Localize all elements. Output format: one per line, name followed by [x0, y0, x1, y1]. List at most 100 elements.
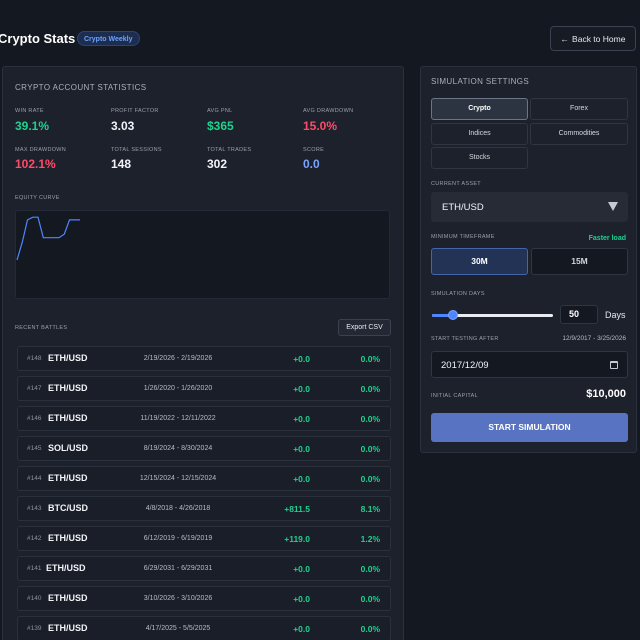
equity-curve-svg — [16, 216, 80, 261]
battle-pnl: +811.5 — [284, 504, 310, 514]
battle-row[interactable]: #140 ETH/USD 3/10/2026 - 3/10/2026 +0.0 … — [17, 586, 391, 611]
battle-pnl: +0.0 — [293, 594, 310, 604]
chevron-down-icon — [608, 202, 618, 211]
battle-row[interactable]: #141 ETH/USD 6/29/2031 - 6/29/2031 +0.0 … — [17, 556, 391, 581]
battle-return: 8.1% — [360, 504, 380, 514]
battle-dates: 4/17/2025 - 5/5/2025 — [145, 625, 211, 632]
stat-value-score: 0.0 — [303, 157, 320, 171]
simulation-settings-panel: SIMULATION SETTINGS Crypto Forex Indices… — [420, 66, 637, 453]
battle-asset: ETH/USD — [46, 563, 86, 573]
battle-dates: 2/19/2026 - 2/19/2026 — [143, 355, 213, 362]
tab-commodities[interactable]: Commodities — [530, 123, 628, 145]
back-button-label: Back to Home — [572, 33, 626, 44]
battle-pnl: +119.0 — [284, 534, 310, 544]
battle-return: 0.0% — [360, 444, 380, 454]
battle-id: #139 — [27, 625, 42, 632]
calendar-icon[interactable] — [610, 361, 618, 369]
current-asset-label: CURRENT ASSET — [431, 181, 481, 187]
timeframe-15m-button[interactable]: 15M — [531, 248, 628, 275]
back-to-home-button[interactable]: ← Back to Home — [550, 26, 636, 51]
stat-label-avg-pnl: AVG PNL — [207, 108, 233, 114]
timeframe-30m-button[interactable]: 30M — [431, 248, 528, 275]
battle-asset: ETH/USD — [48, 473, 88, 483]
battle-return: 0.0% — [360, 414, 380, 424]
stat-label-score: SCORE — [303, 147, 325, 153]
battle-asset: ETH/USD — [48, 413, 88, 423]
asset-select[interactable]: ETH/USD — [431, 192, 628, 222]
battle-id: #144 — [27, 475, 42, 482]
battle-asset: BTC/USD — [48, 503, 88, 513]
tab-forex[interactable]: Forex — [530, 98, 628, 120]
days-slider-thumb[interactable] — [447, 310, 458, 320]
stat-label-win-rate: WIN RATE — [15, 108, 44, 114]
stat-value-avg-drawdown: 15.0% — [303, 119, 338, 133]
page-title: Crypto Stats — [0, 31, 76, 46]
start-simulation-button[interactable]: START SIMULATION — [431, 413, 628, 442]
battle-id: #141 — [27, 565, 42, 572]
battle-dates: 1/26/2020 - 1/26/2020 — [143, 385, 213, 392]
battle-row[interactable]: #144 ETH/USD 12/15/2024 - 12/15/2024 +0.… — [17, 466, 391, 491]
battle-row[interactable]: #139 ETH/USD 4/17/2025 - 5/5/2025 +0.0 0… — [17, 616, 391, 640]
initial-capital-value: $10,000 — [586, 388, 626, 400]
battle-pnl: +0.0 — [293, 444, 310, 454]
battle-asset: ETH/USD — [48, 533, 88, 543]
days-unit-label: Days — [605, 310, 626, 320]
days-slider-fill — [432, 314, 453, 317]
mode-badge: Crypto Weekly — [77, 31, 140, 46]
equity-curve-chart — [15, 210, 390, 299]
tab-stocks[interactable]: Stocks — [431, 147, 528, 169]
days-slider-track[interactable] — [432, 314, 553, 317]
page-header: Crypto Stats Crypto Weekly ← Back to Hom… — [0, 0, 640, 66]
faster-load-hint: Faster load — [588, 235, 626, 242]
battle-row[interactable]: #148 ETH/USD 2/19/2026 - 2/19/2026 +0.0 … — [17, 346, 391, 371]
account-statistics-panel: CRYPTO ACCOUNT STATISTICS WIN RATE 39.1%… — [2, 66, 404, 640]
available-date-range: 12/9/2017 - 3/25/2026 — [562, 335, 626, 342]
battle-row[interactable]: #145 SOL/USD 8/19/2024 - 8/30/2024 +0.0 … — [17, 436, 391, 461]
tab-indices[interactable]: Indices — [431, 123, 528, 145]
battle-asset: ETH/USD — [48, 353, 88, 363]
stat-label-total-sessions: TOTAL SESSIONS — [111, 147, 162, 153]
arrow-left-icon: ← — [560, 33, 570, 44]
battle-dates: 3/10/2026 - 3/10/2026 — [143, 595, 213, 602]
minimum-timeframe-label: MINIMUM TIMEFRAME — [431, 234, 495, 240]
battle-id: #148 — [27, 355, 42, 362]
export-csv-button[interactable]: Export CSV — [338, 319, 391, 336]
tab-crypto[interactable]: Crypto — [431, 98, 528, 120]
battle-asset: SOL/USD — [48, 443, 89, 453]
initial-capital-label: INITIAL CAPITAL — [431, 393, 478, 399]
start-date-input[interactable]: 2017/12/09 — [431, 351, 628, 378]
stat-value-total-sessions: 148 — [111, 157, 132, 171]
stat-label-total-trades: TOTAL TRADES — [207, 147, 252, 153]
battle-pnl: +0.0 — [293, 564, 310, 574]
battle-return: 0.0% — [360, 354, 380, 364]
battle-return: 0.0% — [360, 474, 380, 484]
simulation-days-label: SIMULATION DAYS — [431, 291, 485, 297]
equity-curve-line — [16, 216, 80, 261]
battle-row[interactable]: #143 BTC/USD 4/8/2018 - 4/26/2018 +811.5… — [17, 496, 391, 521]
battle-pnl: +0.0 — [293, 624, 310, 634]
battle-row[interactable]: #147 ETH/USD 1/26/2020 - 1/26/2020 +0.0 … — [17, 376, 391, 401]
battle-return: 1.2% — [360, 534, 380, 544]
battle-row[interactable]: #142 ETH/USD 6/12/2019 - 6/19/2019 +119.… — [17, 526, 391, 551]
battle-id: #147 — [27, 385, 42, 392]
stat-value-total-trades: 302 — [207, 157, 228, 171]
battle-return: 0.0% — [360, 594, 380, 604]
battle-return: 0.0% — [360, 624, 380, 634]
stat-value-avg-pnl: $365 — [207, 119, 234, 133]
battle-id: #143 — [27, 505, 42, 512]
battle-dates: 8/19/2024 - 8/30/2024 — [143, 445, 213, 452]
asset-select-value: ETH/USD — [442, 202, 484, 213]
equity-curve-title: EQUITY CURVE — [15, 195, 60, 201]
battle-asset: ETH/USD — [48, 383, 88, 393]
simulation-section-title: SIMULATION SETTINGS — [431, 77, 530, 86]
start-testing-label: START TESTING AFTER — [431, 336, 499, 342]
battle-pnl: +0.0 — [293, 354, 310, 364]
battle-dates: 11/19/2022 - 12/11/2022 — [140, 415, 216, 422]
start-date-value: 2017/12/09 — [441, 360, 489, 371]
stat-label-max-drawdown: MAX DRAWDOWN — [15, 147, 67, 153]
stat-value-profit-factor: 3.03 — [111, 119, 135, 133]
battle-pnl: +0.0 — [293, 414, 310, 424]
battle-row[interactable]: #146 ETH/USD 11/19/2022 - 12/11/2022 +0.… — [17, 406, 391, 431]
battle-dates: 4/8/2018 - 4/26/2018 — [145, 505, 211, 512]
days-input[interactable]: 50 — [560, 305, 598, 324]
